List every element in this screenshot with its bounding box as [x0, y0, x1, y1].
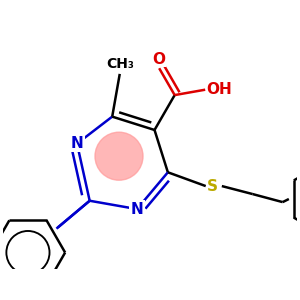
Text: S: S: [207, 178, 218, 194]
Text: N: N: [130, 202, 143, 217]
Text: CH₃: CH₃: [106, 57, 134, 71]
Circle shape: [95, 132, 143, 180]
Text: O: O: [153, 52, 166, 67]
Text: N: N: [70, 136, 83, 151]
Text: OH: OH: [207, 82, 232, 97]
